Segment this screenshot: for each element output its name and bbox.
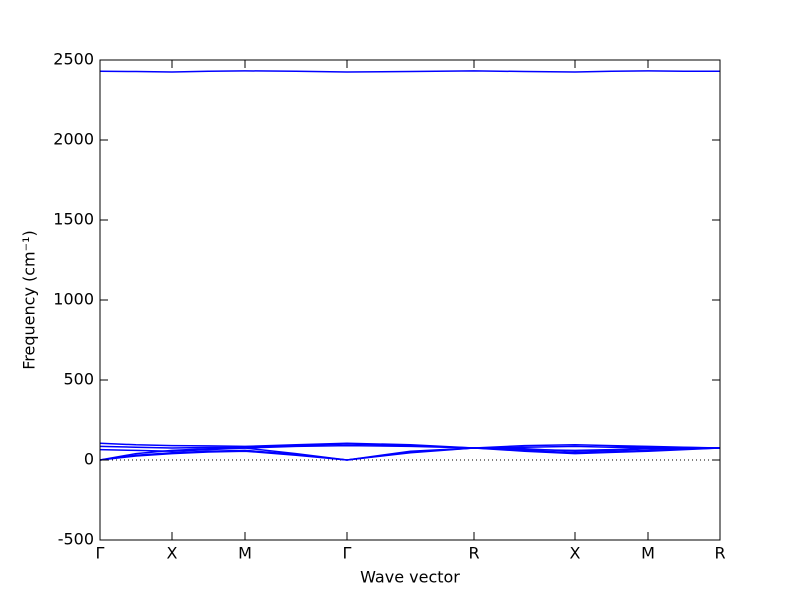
x-tick-label: R	[714, 544, 725, 563]
x-tick-label: M	[641, 544, 655, 563]
y-tick-label: 2500	[53, 50, 94, 69]
x-tick-label: X	[167, 544, 178, 563]
y-tick-label: -500	[58, 530, 94, 549]
plot-area	[100, 60, 720, 540]
x-tick-label: Γ	[343, 544, 352, 563]
y-tick-label: 0	[84, 450, 94, 469]
x-tick-label: R	[468, 544, 479, 563]
x-axis-label: Wave vector	[360, 568, 460, 587]
band-line	[99, 444, 721, 452]
band-line	[99, 447, 720, 461]
y-tick-label: 500	[63, 370, 94, 389]
band-line	[99, 70, 720, 73]
band-line	[99, 442, 721, 449]
y-tick-label: 1000	[53, 290, 94, 309]
x-tick-label: M	[238, 544, 252, 563]
y-tick-label: 2000	[53, 130, 94, 149]
y-axis-label: Frequency (cm⁻¹)	[20, 230, 39, 369]
x-tick-label: Γ	[96, 544, 105, 563]
y-tick-label: 1500	[53, 210, 94, 229]
band-line	[99, 443, 721, 449]
band-line	[99, 447, 721, 461]
x-tick-label: X	[570, 544, 581, 563]
